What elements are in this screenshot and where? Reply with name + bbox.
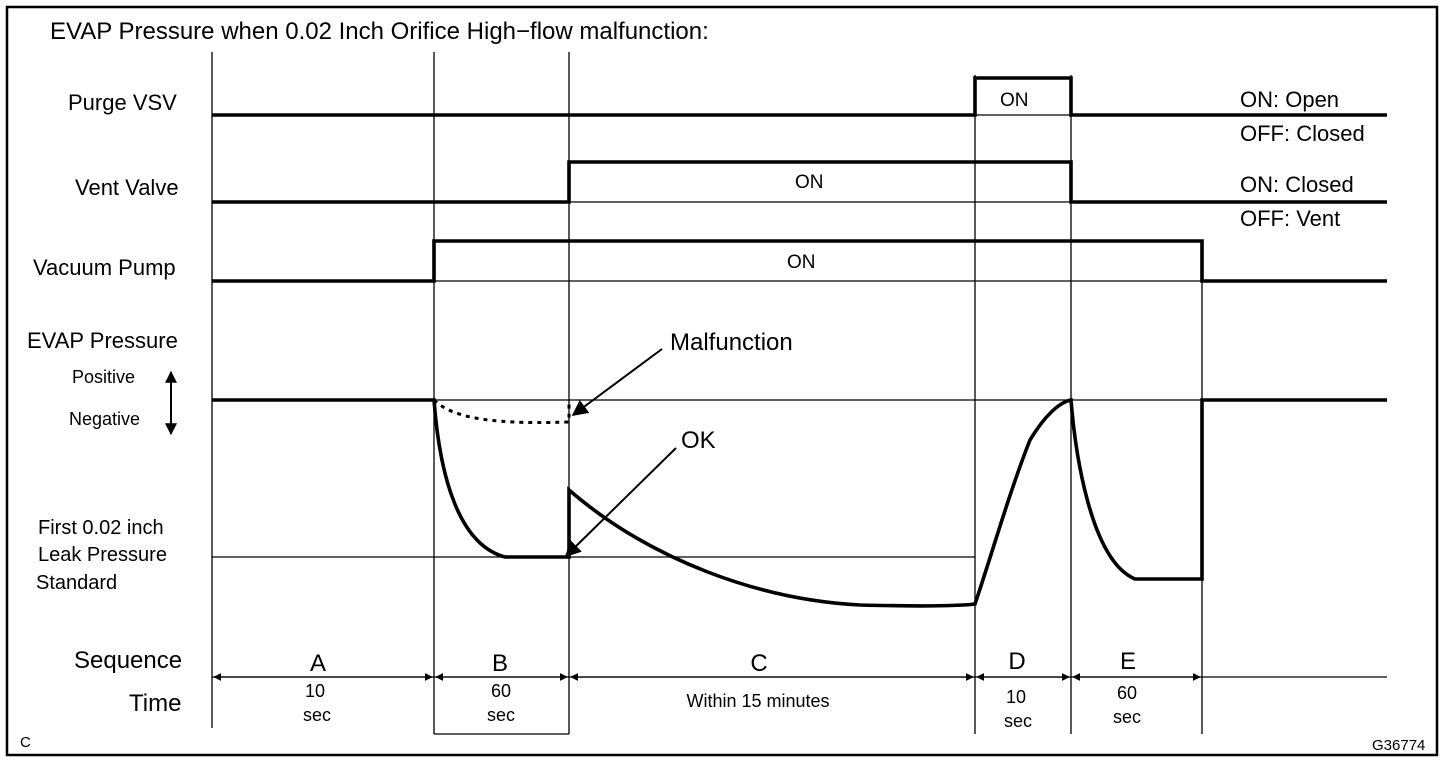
purge-vsv-label: Purge VSV	[68, 90, 177, 115]
phase-d-time-unit: sec	[1004, 711, 1032, 731]
phase-c-time-value: Within 15 minutes	[686, 691, 829, 711]
vacuum-pump-signal	[212, 239, 1387, 283]
purge-vsv-legend-on: ON: Open	[1240, 87, 1339, 112]
leak-standard-line2: Leak Pressure	[38, 544, 167, 566]
phase-a-time-unit: sec	[303, 705, 331, 725]
vent-valve-label: Vent Valve	[75, 175, 179, 200]
vent-valve-signal	[212, 160, 1387, 204]
phase-c-letter: C	[750, 650, 767, 677]
vent-valve-on-label: ON	[795, 172, 824, 193]
phase-d-letter: D	[1008, 648, 1025, 675]
leak-standard-line3: Standard	[36, 572, 117, 594]
leak-standard-line1: First 0.02 inch	[38, 517, 164, 539]
phase-b-time-unit: sec	[487, 705, 515, 725]
time-label: Time	[129, 690, 181, 717]
negative-label: Negative	[69, 409, 140, 429]
malfunction-pressure-curve	[432, 398, 571, 424]
diagram-title: EVAP Pressure when 0.02 Inch Orifice Hig…	[50, 18, 709, 45]
purge-vsv-on-label: ON	[1000, 90, 1029, 111]
phase-a-time-value: 10	[305, 681, 325, 701]
phase-e-time-unit: sec	[1113, 707, 1141, 727]
vent-valve-legend-on: ON: Closed	[1240, 172, 1354, 197]
vacuum-pump-label: Vacuum Pump	[33, 255, 176, 280]
corner-letter: C	[20, 734, 31, 751]
figure-code: G36774	[1372, 737, 1425, 754]
phase-a-letter: A	[310, 650, 326, 677]
diagram-frame	[5, 5, 1439, 757]
evap-pressure-label: EVAP Pressure	[27, 328, 178, 353]
positive-label: Positive	[72, 367, 135, 387]
ok-label: OK	[681, 427, 716, 454]
ok-arrow	[564, 447, 677, 558]
purge-vsv-legend-off: OFF: Closed	[1240, 121, 1365, 146]
vacuum-pump-on-label: ON	[787, 252, 816, 273]
phase-b-letter: B	[492, 650, 508, 677]
purge-vsv-signal	[212, 76, 1387, 117]
phase-d-time-value: 10	[1006, 687, 1026, 707]
phase-b-time-value: 60	[491, 681, 511, 701]
phase-boundaries	[211, 52, 1203, 735]
phase-e-letter: E	[1120, 648, 1136, 675]
malfunction-label: Malfunction	[670, 329, 793, 356]
sequence-label: Sequence	[74, 647, 182, 674]
vent-valve-legend-off: OFF: Vent	[1240, 206, 1340, 231]
ok-pressure-curve	[212, 397, 1387, 608]
phase-e-time-value: 60	[1117, 683, 1137, 703]
malfunction-arrow	[571, 348, 663, 416]
